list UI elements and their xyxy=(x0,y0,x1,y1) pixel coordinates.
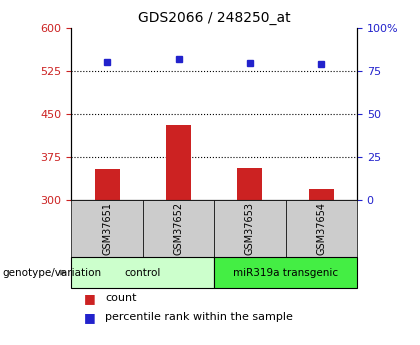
Bar xyxy=(94,169,120,200)
Title: GDS2066 / 248250_at: GDS2066 / 248250_at xyxy=(138,11,291,25)
Bar xyxy=(309,189,334,200)
Text: GSM37654: GSM37654 xyxy=(316,202,326,255)
Text: GSM37652: GSM37652 xyxy=(173,202,184,255)
Text: count: count xyxy=(105,294,136,303)
Text: miR319a transgenic: miR319a transgenic xyxy=(233,268,338,277)
Text: GSM37651: GSM37651 xyxy=(102,202,112,255)
Text: GSM37653: GSM37653 xyxy=(245,202,255,255)
Text: genotype/variation: genotype/variation xyxy=(2,268,101,277)
Text: percentile rank within the sample: percentile rank within the sample xyxy=(105,313,293,322)
Text: control: control xyxy=(125,268,161,277)
Text: ■: ■ xyxy=(84,292,96,305)
Bar xyxy=(237,168,262,200)
Text: ■: ■ xyxy=(84,311,96,324)
Bar xyxy=(166,125,191,200)
